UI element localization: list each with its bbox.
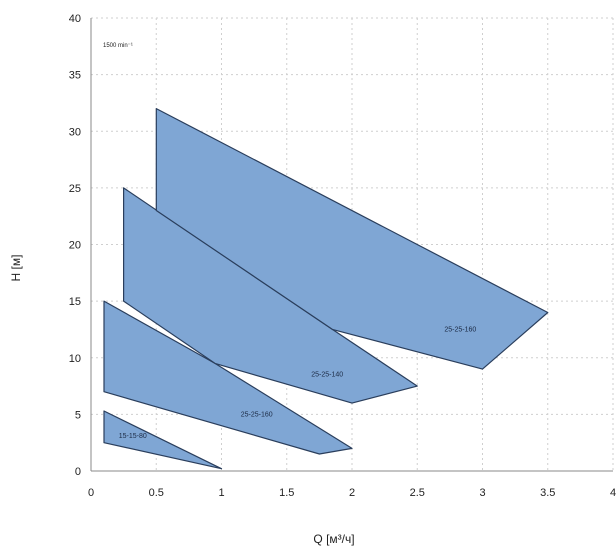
area-label: 25-25-160	[241, 411, 273, 418]
area-label: 25-25-160	[444, 326, 476, 333]
x-tick-label: 1	[218, 487, 224, 499]
y-tick-label: 0	[75, 466, 81, 478]
area-label: 25-25-140	[311, 372, 343, 379]
x-tick-label: 0	[88, 487, 94, 499]
x-tick-label: 4	[610, 487, 616, 499]
y-tick-label: 10	[69, 353, 81, 365]
area-label: 15-15-80	[119, 433, 147, 440]
y-tick-label: 15	[69, 296, 81, 308]
x-tick-label: 3.5	[540, 487, 555, 499]
y-tick-label: 25	[69, 183, 81, 195]
y-tick-label: 5	[75, 409, 81, 421]
y-tick-label: 35	[69, 70, 81, 82]
x-axis-title: Q [м³/ч]	[313, 532, 354, 546]
x-tick-label: 3	[479, 487, 485, 499]
y-tick-labels: 0 5 10 15 20 25 30 35 40	[69, 13, 81, 478]
pump-area-15-15-80	[103, 410, 223, 470]
axes	[90, 18, 613, 472]
y-tick-label: 20	[69, 240, 81, 252]
pump-area-25-25-160	[103, 300, 353, 455]
speed-annotation: 1500 min⁻¹	[103, 43, 133, 49]
x-tick-label: 0.5	[149, 487, 164, 499]
y-axis-title: H [м]	[9, 255, 23, 282]
area-labels: 15-15-80 25-25-160 25-25-140 25-25-160	[119, 326, 477, 439]
y-tick-label: 30	[69, 126, 81, 138]
x-tick-label: 1.5	[279, 487, 294, 499]
pump-areas	[103, 107, 549, 470]
x-tick-label: 2.5	[410, 487, 425, 499]
y-tick-label: 40	[69, 13, 81, 25]
pump-area-25-25-160	[155, 107, 549, 370]
x-tick-labels: 0 0.5 1 1.5 2 2.5 3 3.5 4	[88, 487, 616, 499]
x-tick-label: 2	[349, 487, 355, 499]
